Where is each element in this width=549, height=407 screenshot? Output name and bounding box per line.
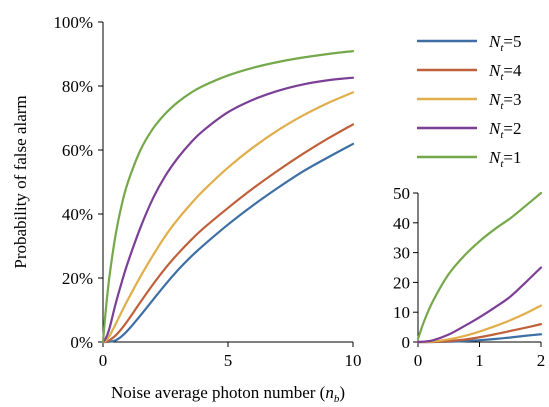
inset-y-tick-label: 0 (402, 333, 411, 352)
main-series-line-nt4 (101, 123, 355, 344)
y-axis-title: Probability of false alarm (11, 95, 30, 268)
main-x-tick-label: 10 (345, 351, 362, 370)
x-axis-title-close: ) (339, 383, 345, 402)
legend-item: Nt=5 (417, 32, 522, 54)
inset-series-line-nt1 (416, 191, 543, 341)
main-chart: 0% 20% 40% 60% 80% 100% 0 5 10 Probability of f… (11, 13, 362, 405)
legend-label: Nt=4 (488, 61, 522, 83)
x-axis-title: Noise average photon number (nb) (111, 383, 345, 405)
legend: Nt=5 Nt=4 Nt=3 Nt=2 Nt=1 (417, 32, 522, 170)
legend-item: Nt=3 (417, 90, 522, 112)
main-series-line-nt3 (101, 91, 355, 344)
inset-y-tick-label: 40 (393, 214, 410, 233)
main-series-line-nt2 (101, 76, 355, 344)
inset-x-tick-label: 2 (537, 351, 546, 370)
inset-y-tick-label: 30 (393, 244, 410, 263)
legend-item: Nt=1 (417, 148, 522, 170)
x-axis-title-main: Noise average photon number ( (111, 383, 326, 402)
main-y-tick-label: 0% (70, 333, 93, 352)
inset-y-tick-label: 10 (393, 303, 410, 322)
legend-item: Nt=4 (417, 61, 522, 83)
inset-series-line-nt2 (416, 266, 543, 344)
legend-label: Nt=5 (488, 32, 522, 54)
inset-x-tick-label: 0 (414, 351, 423, 370)
main-series-line-nt1 (101, 50, 355, 344)
main-x-tick-label: 0 (99, 351, 108, 370)
main-y-tick-label: 20% (62, 269, 93, 288)
main-y-tick-label: 100% (53, 13, 93, 32)
legend-item: Nt=2 (417, 119, 522, 141)
main-series-line-nt5 (101, 142, 355, 344)
inset-y-tick-label: 50 (393, 184, 410, 203)
x-axis-title-sub: b (334, 393, 340, 405)
legend-label: Nt=2 (488, 119, 522, 141)
main-y-tick-label: 80% (62, 77, 93, 96)
x-axis-title-var: n (325, 383, 334, 402)
main-x-tick-label: 5 (224, 351, 233, 370)
main-y-tick-label: 40% (62, 205, 93, 224)
legend-label: Nt=3 (488, 90, 522, 112)
inset-chart: 0 10 20 30 40 50 0 1 2 (393, 184, 545, 370)
inset-x-tick-label: 1 (475, 351, 484, 370)
main-y-tick-label: 60% (62, 141, 93, 160)
legend-label: Nt=1 (488, 148, 522, 170)
inset-y-tick-label: 20 (393, 273, 410, 292)
